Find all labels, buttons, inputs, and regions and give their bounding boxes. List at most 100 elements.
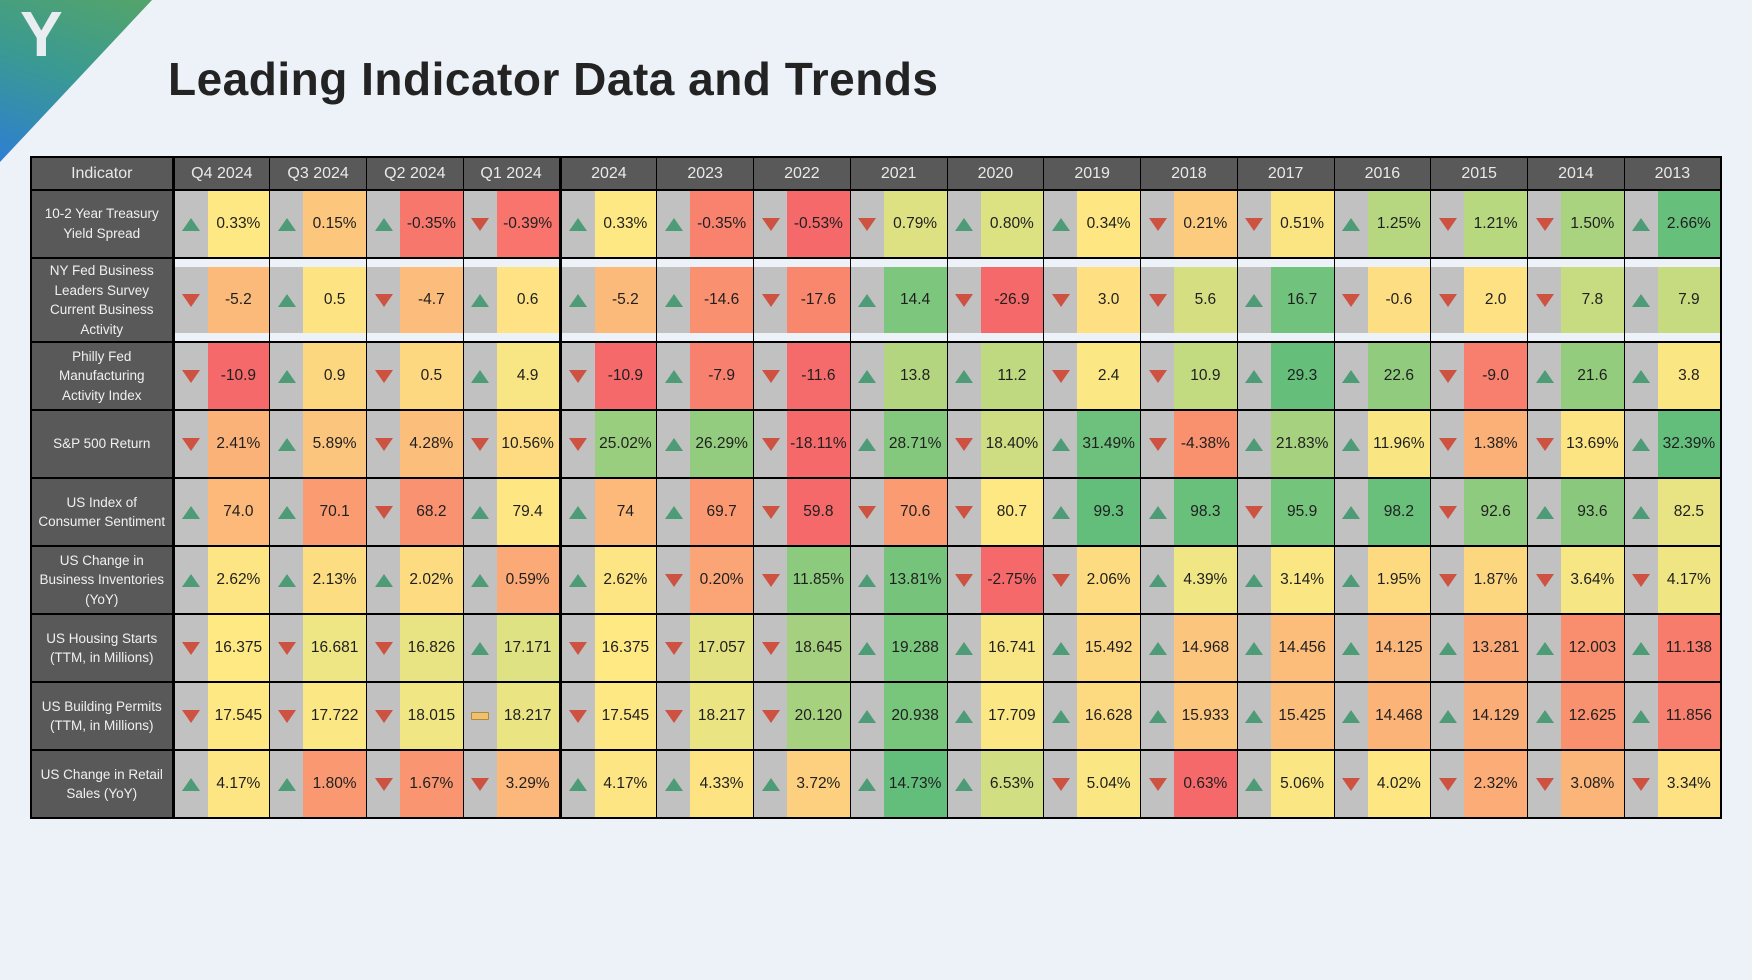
trend-down-icon bbox=[1438, 573, 1457, 587]
trend-strip bbox=[1334, 479, 1368, 546]
cell-value: 79.4 bbox=[496, 479, 559, 546]
cell-value: 13.281 bbox=[1464, 615, 1527, 682]
data-cell: 0.5 bbox=[269, 256, 367, 344]
trend-down-icon bbox=[761, 369, 780, 383]
cell-value: 3.34% bbox=[1657, 751, 1720, 818]
trend-down-icon bbox=[182, 369, 200, 383]
data-cell: 14.73% bbox=[849, 749, 948, 820]
cell-value: 1.38% bbox=[1464, 411, 1527, 478]
trend-strip bbox=[1237, 479, 1271, 546]
trend-strip bbox=[754, 751, 787, 818]
cell-value: 15.933 bbox=[1174, 683, 1237, 750]
trend-strip bbox=[270, 411, 304, 478]
cell-value: 12.003 bbox=[1561, 615, 1624, 682]
trend-up-icon bbox=[1245, 709, 1264, 723]
trend-strip bbox=[174, 615, 208, 682]
cell-value: 1.25% bbox=[1367, 191, 1431, 257]
cell-value: 6.53% bbox=[980, 751, 1044, 818]
data-cell: 21.6 bbox=[1527, 341, 1625, 412]
row-indicator-label: US Index of Consumer Sentiment bbox=[30, 477, 174, 548]
data-cell: 11.138 bbox=[1623, 613, 1722, 684]
trend-up-icon bbox=[1051, 217, 1070, 231]
trend-strip bbox=[561, 547, 595, 614]
trend-strip bbox=[850, 479, 884, 546]
cell-value: 13.8 bbox=[883, 343, 947, 410]
data-cell: 1.95% bbox=[1333, 545, 1432, 616]
trend-up-icon bbox=[374, 573, 393, 587]
trend-strip bbox=[1237, 191, 1271, 257]
trend-strip bbox=[1044, 267, 1078, 334]
data-cell: 0.34% bbox=[1043, 189, 1141, 259]
trend-up-icon bbox=[1535, 505, 1554, 519]
trend-strip bbox=[754, 267, 787, 334]
trend-up-icon bbox=[471, 369, 490, 383]
trend-up-icon bbox=[761, 777, 780, 791]
cell-value: 0.21% bbox=[1174, 191, 1237, 257]
data-cell: 10.9 bbox=[1140, 341, 1238, 412]
cell-value: 2.02% bbox=[400, 547, 463, 614]
data-cell: 5.6 bbox=[1140, 256, 1238, 344]
header-row: Indicator Q4 2024 Q3 2024 Q2 2024 Q1 2024 202… bbox=[30, 156, 1722, 191]
trend-strip bbox=[1431, 479, 1465, 546]
trend-strip bbox=[367, 683, 400, 750]
trend-down-icon bbox=[761, 293, 780, 307]
data-cell: 2.66% bbox=[1623, 189, 1722, 259]
trend-strip bbox=[1624, 267, 1658, 334]
trend-strip bbox=[1237, 615, 1271, 682]
data-cell: 12.003 bbox=[1527, 613, 1625, 684]
cell-value: 14.456 bbox=[1270, 615, 1334, 682]
cell-value: 70.6 bbox=[883, 479, 947, 546]
logo-triangle: Y bbox=[0, 0, 152, 162]
trend-strip bbox=[1044, 191, 1078, 257]
trend-strip bbox=[174, 751, 208, 818]
data-cell: 12.625 bbox=[1527, 681, 1625, 752]
cell-value: 22.6 bbox=[1367, 343, 1431, 410]
data-cell: 1.87% bbox=[1430, 545, 1528, 616]
trend-strip bbox=[463, 479, 497, 546]
data-cell: 92.6 bbox=[1430, 477, 1528, 548]
trend-strip bbox=[174, 547, 208, 614]
trend-strip bbox=[1624, 343, 1658, 410]
column-header: Q1 2024 bbox=[462, 156, 561, 191]
trend-up-icon bbox=[1051, 505, 1070, 519]
trend-down-icon bbox=[1245, 505, 1264, 519]
trend-down-icon bbox=[374, 641, 393, 655]
data-cell: 4.33% bbox=[656, 749, 754, 820]
cell-value: 74.0 bbox=[207, 479, 270, 546]
data-cell: -14.6 bbox=[656, 256, 754, 344]
trend-strip bbox=[754, 479, 787, 546]
cell-value: 2.06% bbox=[1077, 547, 1140, 614]
trend-down-icon bbox=[1438, 217, 1457, 231]
row-indicator-label: US Building Permits (TTM, in Millions) bbox=[30, 681, 174, 752]
cell-value: 0.59% bbox=[496, 547, 559, 614]
trend-strip bbox=[463, 191, 497, 257]
trend-strip bbox=[1624, 411, 1658, 478]
trend-down-icon bbox=[374, 437, 393, 451]
trend-strip bbox=[1431, 411, 1465, 478]
trend-down-icon bbox=[1245, 217, 1264, 231]
data-cell: 0.63% bbox=[1140, 749, 1238, 820]
cell-value: 2.0 bbox=[1464, 267, 1527, 334]
page-title: Leading Indicator Data and Trends bbox=[168, 53, 939, 105]
data-cell: 1.21% bbox=[1430, 189, 1528, 259]
cell-value: -17.6 bbox=[787, 267, 850, 334]
row-indicator-label: US Change in Retail Sales (YoY) bbox=[30, 749, 174, 820]
trend-strip bbox=[1237, 683, 1271, 750]
data-cell: 13.281 bbox=[1430, 613, 1528, 684]
trend-up-icon bbox=[277, 777, 296, 791]
column-header: 2019 bbox=[1043, 156, 1141, 191]
trend-strip bbox=[850, 411, 884, 478]
trend-strip bbox=[947, 751, 981, 818]
trend-up-icon bbox=[664, 437, 683, 451]
trend-strip bbox=[270, 479, 304, 546]
trend-up-icon bbox=[182, 217, 200, 231]
trend-down-icon bbox=[569, 641, 587, 655]
trend-strip bbox=[561, 751, 595, 818]
cell-value: 11.2 bbox=[980, 343, 1044, 410]
trend-down-icon bbox=[1438, 505, 1457, 519]
trend-strip bbox=[1334, 751, 1368, 818]
trend-strip bbox=[1528, 191, 1561, 257]
cell-value: 3.29% bbox=[496, 751, 559, 818]
cell-value: 21.83% bbox=[1270, 411, 1334, 478]
cell-value: 17.057 bbox=[690, 615, 753, 682]
